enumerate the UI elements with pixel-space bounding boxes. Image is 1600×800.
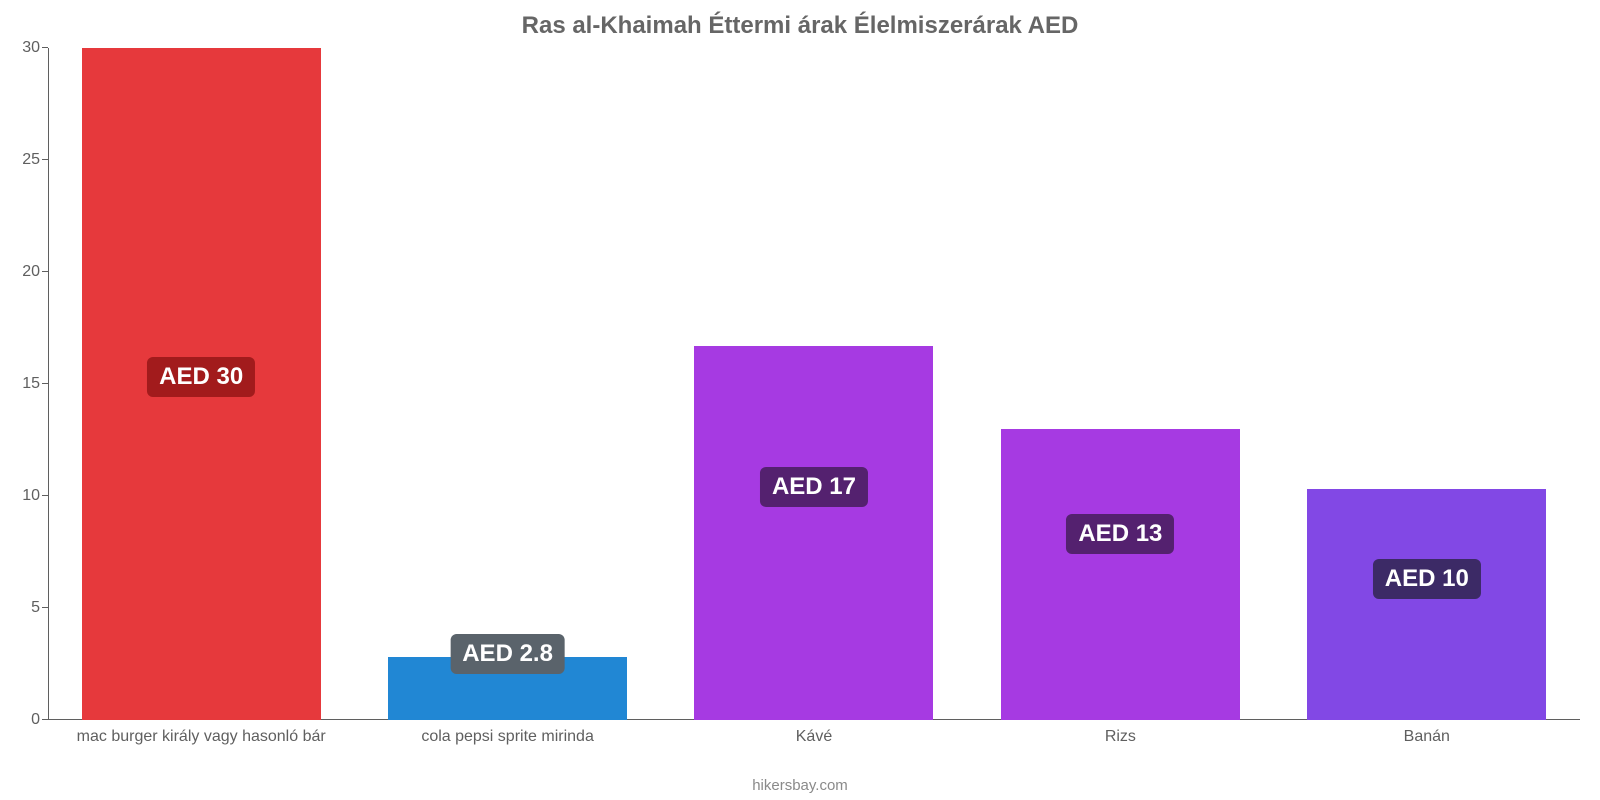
chart-title: Ras al-Khaimah Éttermi árak Élelmiszerár… xyxy=(0,12,1600,40)
y-tick-mark xyxy=(42,495,48,496)
value-badge: AED 10 xyxy=(1373,559,1481,599)
bar-slot: mac burger király vagy hasonló bárAED 30 xyxy=(48,48,354,720)
y-tick-label: 25 xyxy=(22,151,48,169)
y-tick-label: 20 xyxy=(22,263,48,281)
bar-slot: BanánAED 10 xyxy=(1274,48,1580,720)
bar-slot: KávéAED 17 xyxy=(661,48,967,720)
value-badge: AED 17 xyxy=(760,467,868,507)
y-tick-mark xyxy=(42,383,48,384)
y-tick-mark xyxy=(42,159,48,160)
plot-area: mac burger király vagy hasonló bárAED 30… xyxy=(48,48,1580,720)
bar xyxy=(694,346,933,720)
bar xyxy=(1307,489,1546,720)
category-label: Kávé xyxy=(796,720,832,746)
bar-slot: cola pepsi sprite mirindaAED 2.8 xyxy=(354,48,660,720)
y-tick-mark xyxy=(42,607,48,608)
bars-layer: mac burger király vagy hasonló bárAED 30… xyxy=(48,48,1580,720)
y-tick-mark xyxy=(42,47,48,48)
bar xyxy=(1001,429,1240,720)
category-label: Banán xyxy=(1404,720,1450,746)
bar-slot: RizsAED 13 xyxy=(967,48,1273,720)
y-tick-mark xyxy=(42,271,48,272)
y-tick-label: 15 xyxy=(22,375,48,393)
value-badge: AED 30 xyxy=(147,357,255,397)
value-badge: AED 13 xyxy=(1066,514,1174,554)
category-label: Rizs xyxy=(1105,720,1136,746)
category-label: mac burger király vagy hasonló bár xyxy=(77,720,326,746)
category-label: cola pepsi sprite mirinda xyxy=(421,720,594,746)
y-tick-label: 10 xyxy=(22,487,48,505)
y-tick-label: 5 xyxy=(31,599,48,617)
chart-footer: hikersbay.com xyxy=(0,777,1600,794)
value-badge: AED 2.8 xyxy=(450,634,565,674)
y-tick-label: 0 xyxy=(31,711,48,729)
chart-container: Ras al-Khaimah Éttermi árak Élelmiszerár… xyxy=(0,0,1600,800)
y-tick-label: 30 xyxy=(22,39,48,57)
y-tick-mark xyxy=(42,719,48,720)
